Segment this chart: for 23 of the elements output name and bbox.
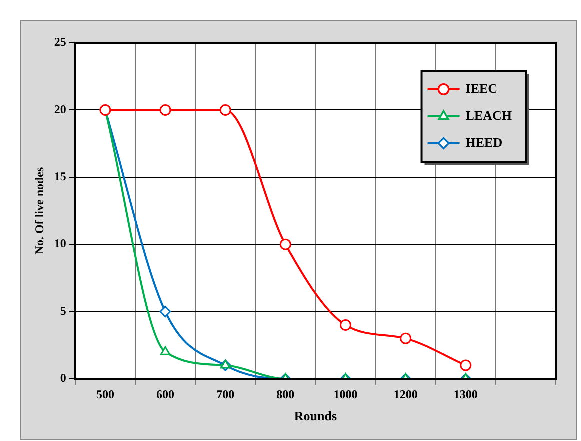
y-tick-label: 10 [54, 236, 66, 251]
x-tick-label: 700 [216, 387, 235, 402]
legend-label: LEACH [466, 108, 512, 123]
x-tick-label: 1000 [334, 387, 358, 402]
y-tick-label: 15 [54, 169, 66, 184]
legend-label: IEEC [466, 80, 498, 96]
x-tick-label: 800 [276, 387, 295, 402]
point [160, 104, 172, 116]
x-tick-label: 600 [156, 387, 175, 402]
x-tick-label: 1300 [454, 387, 478, 402]
point [220, 360, 231, 369]
y-axis-title: No. Of live nodes [32, 167, 46, 255]
y-tick-label: 5 [60, 304, 66, 318]
x-tick-label: 500 [96, 387, 114, 402]
point [220, 104, 232, 116]
y-tick-label: 0 [60, 371, 66, 386]
y-tick-label: 20 [54, 102, 66, 116]
x-axis-title: Rounds [294, 408, 338, 424]
x-tick-label: 1200 [394, 387, 418, 402]
y-tick-label: 25 [54, 35, 66, 50]
point [280, 238, 292, 250]
point [160, 346, 171, 356]
legend-label: HEED [466, 134, 503, 150]
